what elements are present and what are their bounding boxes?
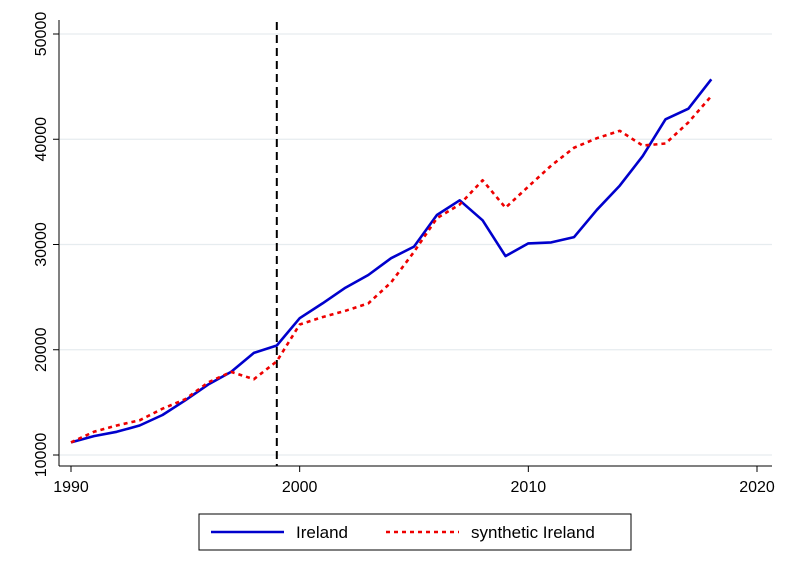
y-tick-label: 40000: [33, 117, 50, 162]
x-tick-label: 2000: [282, 479, 318, 496]
y-tick-labels: 10000 20000 30000 40000 50000: [33, 12, 50, 478]
legend: Ireland synthetic Ireland: [198, 513, 632, 551]
x-tick-labels: 1990 2000 2010 2020: [53, 479, 775, 496]
legend-label-synthetic-ireland: synthetic Ireland: [471, 523, 595, 542]
x-tick-label: 1990: [53, 479, 89, 496]
x-tick-label: 2010: [511, 479, 547, 496]
series-line-ireland: [70, 78, 713, 444]
series-lines: [70, 78, 713, 444]
legend-label-ireland: Ireland: [296, 523, 348, 542]
x-tick-label: 2020: [739, 479, 775, 496]
y-tick-label: 50000: [33, 12, 50, 57]
y-tick-label: 30000: [33, 222, 50, 267]
series-line-synthetic-ireland: [70, 95, 713, 444]
y-tick-label: 10000: [33, 433, 50, 478]
y-tick-label: 20000: [33, 327, 50, 372]
legend-box: [198, 513, 632, 551]
axes: [53, 20, 772, 472]
